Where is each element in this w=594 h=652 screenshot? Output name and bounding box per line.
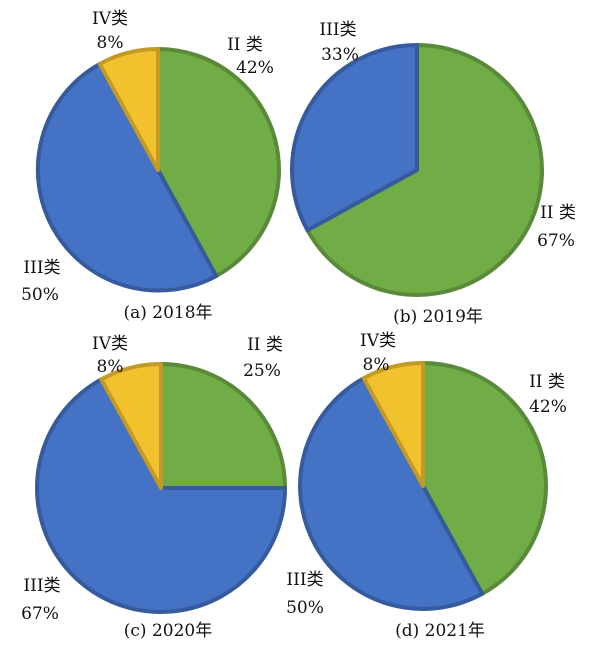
- label-2021-class-ii: II 类: [529, 372, 565, 392]
- caption-2018: (a) 2018年: [123, 303, 212, 323]
- caption-2020: (c) 2020年: [124, 621, 212, 641]
- pct-2019-class-iii: 33%: [321, 45, 359, 65]
- pie-slice-2019-class-ii: [305, 43, 544, 297]
- pie-2019: [290, 43, 544, 297]
- label-2019-class-ii: II 类: [540, 203, 576, 223]
- pie-slice-2018-class-iii: [35, 61, 219, 293]
- label-2018-class-ii: II 类: [227, 35, 263, 55]
- label-2021-class-iv: IV类: [360, 331, 396, 351]
- label-2020-class-ii: II 类: [247, 335, 283, 355]
- pct-2018-class-iii: 50%: [21, 285, 59, 305]
- pie-panel-2019: II 类 67% III类 33% (b) 2019年: [290, 20, 576, 327]
- pie-2020: [35, 362, 287, 614]
- pct-2020-class-iii: 67%: [21, 604, 59, 624]
- label-2018-class-iv: IV类: [92, 9, 128, 29]
- pct-2018-class-ii: 42%: [236, 58, 274, 78]
- pct-2020-class-iv: 8%: [97, 357, 124, 377]
- label-2018-class-iii: III类: [23, 258, 60, 278]
- pie-slice-2020-class-ii: [159, 362, 287, 490]
- pie-panel-2020: II 类 25% III类 67% IV类 8% (c) 2020年: [21, 334, 287, 641]
- pie-slice-2020-class-iii: [35, 377, 287, 614]
- pie-slice-2021-class-iv: [361, 361, 425, 488]
- label-2020-class-iii: III类: [23, 576, 60, 596]
- label-2020-class-iv: IV类: [92, 334, 128, 354]
- pie-slice-2019-class-iii: [290, 43, 419, 233]
- pct-2018-class-iv: 8%: [97, 33, 124, 53]
- pie-slice-2021-class-ii: [421, 361, 548, 596]
- pct-2020-class-ii: 25%: [243, 361, 281, 381]
- pct-2021-class-iv: 8%: [363, 355, 390, 375]
- pie-slice-2021-class-iii: [298, 376, 485, 611]
- pie-2021: [298, 361, 548, 611]
- pie-2018: [35, 47, 281, 293]
- caption-2019: (b) 2019年: [393, 307, 483, 327]
- caption-2021: (d) 2021年: [395, 621, 485, 641]
- pie-slice-2018-class-iv: [97, 47, 160, 172]
- pie-slice-2020-class-iv: [99, 362, 163, 490]
- pct-2019-class-ii: 67%: [537, 231, 575, 251]
- pie-slice-2018-class-ii: [156, 47, 281, 279]
- pie-panel-2021: II 类 42% III类 50% IV类 8% (d) 2021年: [286, 331, 567, 641]
- label-2021-class-iii: III类: [286, 570, 323, 590]
- pie-panel-2018: II 类 42% III类 50% IV类 8% (a) 2018年: [21, 9, 281, 323]
- pct-2021-class-iii: 50%: [286, 598, 324, 618]
- pct-2021-class-ii: 42%: [529, 397, 567, 417]
- label-2019-class-iii: III类: [319, 20, 356, 40]
